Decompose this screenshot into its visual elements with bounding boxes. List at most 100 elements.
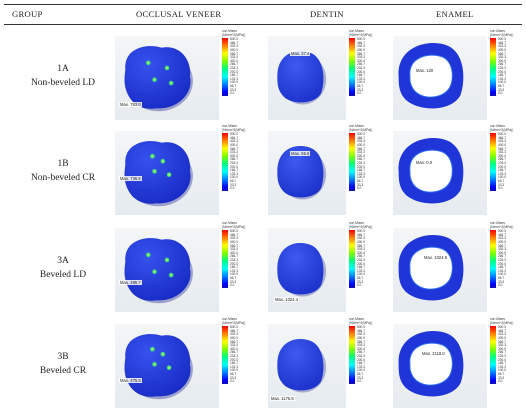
legend-tick-label: 333.3 <box>230 150 238 155</box>
legend-title: von Mises <box>222 221 237 225</box>
legend-tick-label: 500.0 <box>230 325 238 330</box>
stress-legend: von Mises (N/mm^2(MPa)) 500.0 466.7 433.3 400… <box>349 221 379 288</box>
stress-legend: von Mises (N/mm^2(MPa)) 500.0 466.7 433.3 400… <box>222 124 252 191</box>
legend-tick-label: 233.3 <box>357 65 365 70</box>
max-stress-label: Max. 1175.5 <box>270 396 295 402</box>
legend-title: von Mises <box>349 29 364 33</box>
dentin-stress-map-3A: von Mises (N/mm^2(MPa)) 500.0 466.7 433.3 400… <box>268 221 380 314</box>
legend-tick-label: 33.3 <box>498 182 505 187</box>
legend-tick-label: 433.3 <box>230 44 238 49</box>
legend-tick-label: 433.3 <box>357 236 365 241</box>
legend-tick-label: 333.3 <box>230 247 238 252</box>
header-group: GROUP <box>12 9 43 19</box>
legend-tick-label: 166.7 <box>498 73 506 78</box>
legend-tick-label: 300.0 <box>357 250 365 255</box>
max-stress-label: Max. 27.4 <box>290 51 311 57</box>
stress-legend: von Mises (N/mm^2(MPa)) 500.0 466.7 433.3 400… <box>222 29 252 96</box>
legend-tick-label: 233.3 <box>230 257 238 262</box>
legend-tick-label: 366.7 <box>357 146 365 151</box>
stress-legend: von Mises (N/mm^2(MPa)) 500.0 466.7 433.3 400… <box>349 317 379 384</box>
legend-tick-label: 366.7 <box>498 339 506 344</box>
legend-tick-label: 366.7 <box>498 146 506 151</box>
legend-color-bar <box>490 230 496 288</box>
legend-tick-label: 200.0 <box>498 69 506 74</box>
legend-tick-label: 466.7 <box>357 328 365 333</box>
max-stress-label: Max. 2118.0 <box>421 350 446 356</box>
legend-tick-label: 200.0 <box>357 69 365 74</box>
legend-tick-label: 100.0 <box>498 80 506 85</box>
legend-tick-label: 200.0 <box>357 261 365 266</box>
group-name: Non-beveled LD <box>30 78 96 88</box>
max-stress-label: Max. 0.0 <box>415 159 434 165</box>
legend-tick-label: 500.0 <box>357 229 365 234</box>
legend-tick-label: 66.7 <box>498 178 505 183</box>
legend-tick-label: 366.7 <box>357 243 365 248</box>
dentin-model-render <box>277 146 327 200</box>
legend-color-bar <box>222 133 228 191</box>
legend-tick-label: 500.0 <box>357 37 365 42</box>
legend-tick-label: 233.3 <box>230 353 238 358</box>
legend-tick-label: 0.0 <box>498 91 503 96</box>
header-occlusal-veneer: OCCLUSAL VENEER <box>136 9 222 19</box>
legend-tick-label: 400.0 <box>498 47 506 52</box>
legend-tick-label: 166.7 <box>498 361 506 366</box>
legend-tick-label: 500.0 <box>230 132 238 137</box>
legend-tick-label: 133.3 <box>498 76 506 81</box>
legend-unit: (N/mm^2(MPa)) <box>222 320 246 325</box>
legend-tick-label: 33.3 <box>230 279 237 284</box>
legend-tick-label: 33.3 <box>498 87 505 92</box>
legend-tick-label: 233.3 <box>498 65 506 70</box>
group-code: 3B <box>57 352 69 362</box>
legend-title: von Mises <box>349 124 364 128</box>
legend-tick-label: 466.7 <box>498 328 506 333</box>
legend-tick-label: 400.0 <box>230 47 238 52</box>
stress-legend: von Mises (N/mm^2(MPa)) 500.0 466.7 433.3 400… <box>490 124 520 191</box>
legend-tick-label: 466.7 <box>498 135 506 140</box>
max-stress-label: Max. 783.0 <box>119 101 142 107</box>
legend-tick-label: 266.7 <box>498 157 506 162</box>
legend-tick-label: 433.3 <box>230 139 238 144</box>
legend-tick-label: 433.3 <box>357 332 365 337</box>
legend-tick-label: 266.7 <box>498 350 506 355</box>
occlusal-stress-map-3B: von Mises (N/mm^2(MPa)) 500.0 466.7 433.3 400… <box>115 317 253 410</box>
legend-tick-label: 466.7 <box>230 232 238 237</box>
dentin-model-render <box>277 243 327 297</box>
legend-title: von Mises <box>490 124 505 128</box>
legend-title: von Mises <box>222 317 237 321</box>
legend-tick-label: 500.0 <box>498 132 506 137</box>
legend-tick-label: 400.0 <box>230 239 238 244</box>
legend-unit: (N/mm^2(MPa)) <box>222 224 246 229</box>
legend-color-bar <box>490 326 496 384</box>
legend-color-bar <box>222 326 228 384</box>
legend-tick-label: 400.0 <box>230 142 238 147</box>
legend-tick-label: 233.3 <box>230 65 238 70</box>
enamel-stress-map-1B: von Mises (N/mm^2(MPa)) 500.0 466.7 433.3 400… <box>393 124 521 217</box>
legend-tick-label: 200.0 <box>230 357 238 362</box>
legend-tick-label: 233.3 <box>230 160 238 165</box>
legend-tick-label: 33.3 <box>230 182 237 187</box>
legend-tick-label: 300.0 <box>230 346 238 351</box>
legend-tick-label: 266.7 <box>230 254 238 259</box>
legend-tick-label: 300.0 <box>230 250 238 255</box>
legend-tick-label: 0.0 <box>498 379 503 384</box>
legend-tick-label: 500.0 <box>230 37 238 42</box>
legend-tick-label: 366.7 <box>230 339 238 344</box>
legend-tick-label: 0.0 <box>230 283 235 288</box>
occlusal-model-render <box>124 46 193 112</box>
legend-tick-label: 266.7 <box>498 254 506 259</box>
max-stress-label: Max. 736.5 <box>119 176 142 182</box>
legend-tick-label: 33.3 <box>357 375 364 380</box>
legend-unit: (N/mm^2(MPa)) <box>349 320 373 325</box>
dentin-stress-map-3B: von Mises (N/mm^2(MPa)) 500.0 466.7 433.3 400… <box>268 317 380 410</box>
legend-tick-label: 200.0 <box>230 69 238 74</box>
legend-tick-label: 433.3 <box>357 139 365 144</box>
occlusal-model-render <box>124 141 193 207</box>
legend-tick-label: 300.0 <box>498 153 506 158</box>
legend-tick-label: 100.0 <box>498 272 506 277</box>
max-stress-label: Max. 475.8 <box>119 377 142 383</box>
legend-tick-label: 0.0 <box>357 379 362 384</box>
dentin-stress-map-1B: von Mises (N/mm^2(MPa)) 500.0 466.7 433.3 400… <box>268 124 380 217</box>
legend-color-bar <box>490 133 496 191</box>
occlusal-stress-map-1B: von Mises (N/mm^2(MPa)) 500.0 466.7 433.3 400… <box>115 124 253 217</box>
legend-tick-label: 466.7 <box>230 135 238 140</box>
